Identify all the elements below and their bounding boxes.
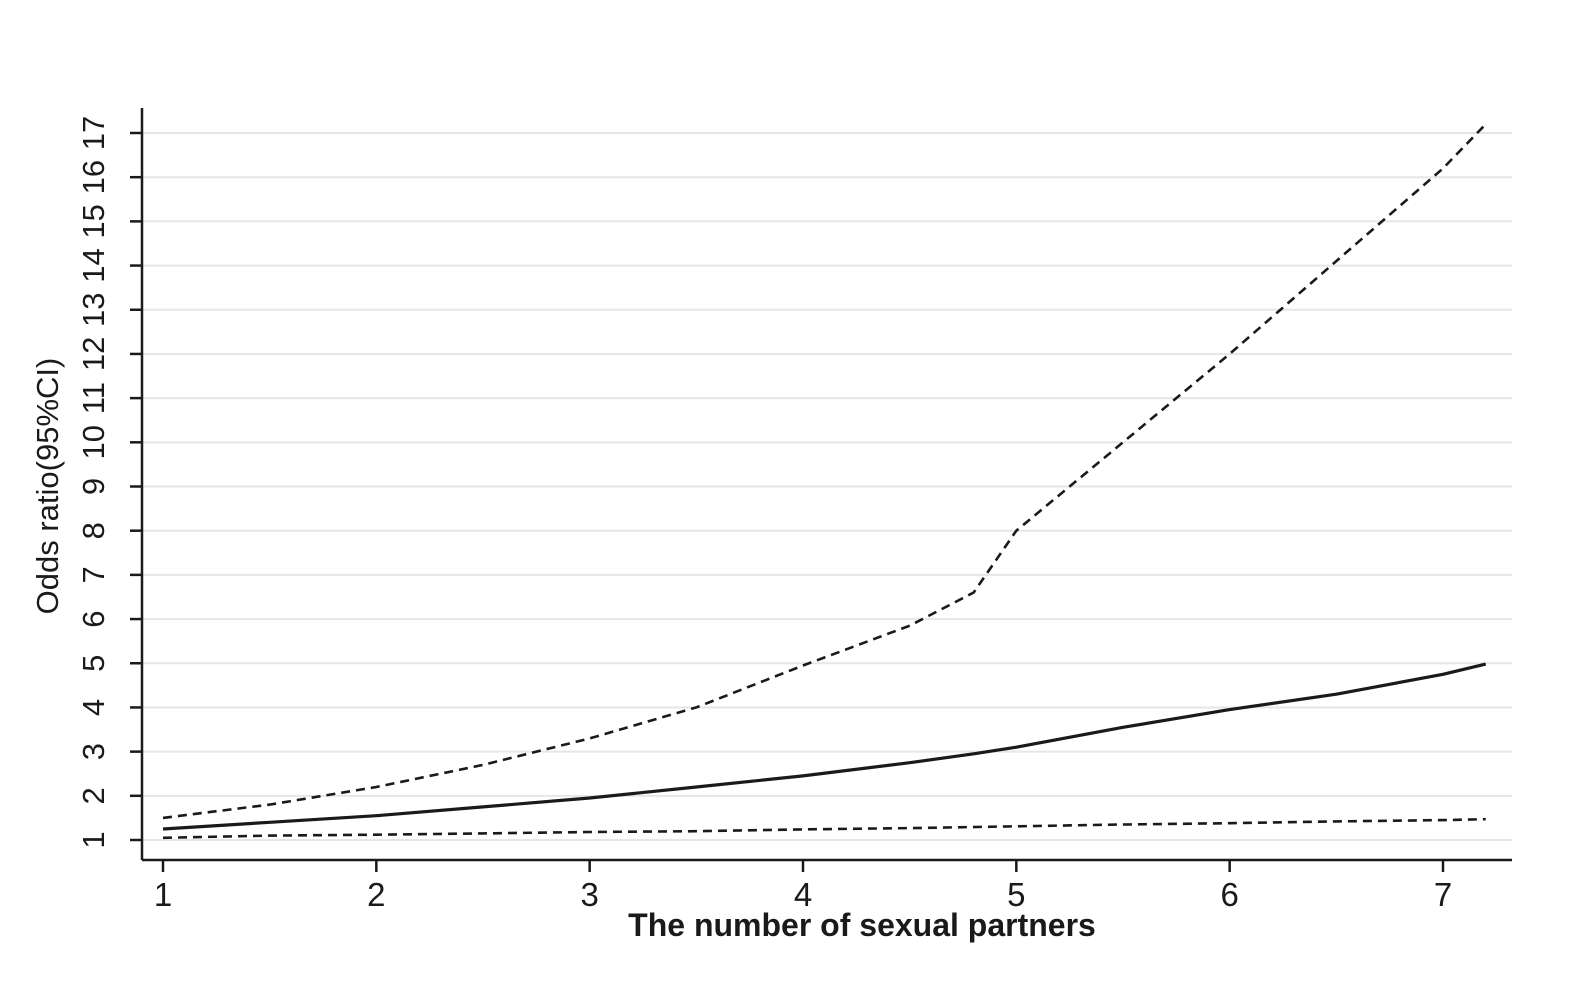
y-tick-label-8: 8 (76, 522, 111, 539)
y-tick-label-17: 17 (76, 116, 111, 150)
y-axis-title: Odds ratio(95%CI) (30, 358, 65, 615)
x-tick-label-5: 5 (1007, 876, 1025, 913)
y-tick-label-5: 5 (76, 655, 111, 672)
x-tick-label-2: 2 (367, 876, 385, 913)
y-tick-label-4: 4 (76, 699, 111, 716)
y-tick-label-16: 16 (76, 160, 111, 194)
grid-layer (142, 132, 1512, 841)
x-tick-label-7: 7 (1434, 876, 1452, 913)
odds-ratio-line-0 (162, 662, 1487, 831)
y-tick-label-12: 12 (76, 337, 111, 371)
y-tick-label-7: 7 (76, 566, 111, 583)
y-tick-label-11: 11 (76, 382, 111, 414)
y-tick-label-9: 9 (76, 478, 111, 495)
y-tick-label-3: 3 (76, 743, 111, 760)
y-tick-label-13: 13 (76, 293, 111, 327)
y-tick-label-2: 2 (76, 787, 111, 804)
x-tick-label-6: 6 (1220, 876, 1238, 913)
y-tick-label-10: 10 (76, 425, 111, 459)
x-tick-label-1: 1 (154, 876, 172, 913)
y-tick-label-15: 15 (76, 204, 111, 238)
y-tick-label-1: 1 (76, 831, 111, 848)
x-tick-label-3: 3 (580, 876, 598, 913)
series-layer (162, 123, 1487, 840)
y-tick-label-14: 14 (76, 248, 111, 282)
x-tick-label-4: 4 (794, 876, 812, 913)
ci-bound-line-2 (162, 817, 1486, 840)
x-axis-title: The number of sexual partners (628, 907, 1096, 943)
ci-bound-line-1 (162, 123, 1487, 820)
y-tick-label-6: 6 (76, 610, 111, 627)
